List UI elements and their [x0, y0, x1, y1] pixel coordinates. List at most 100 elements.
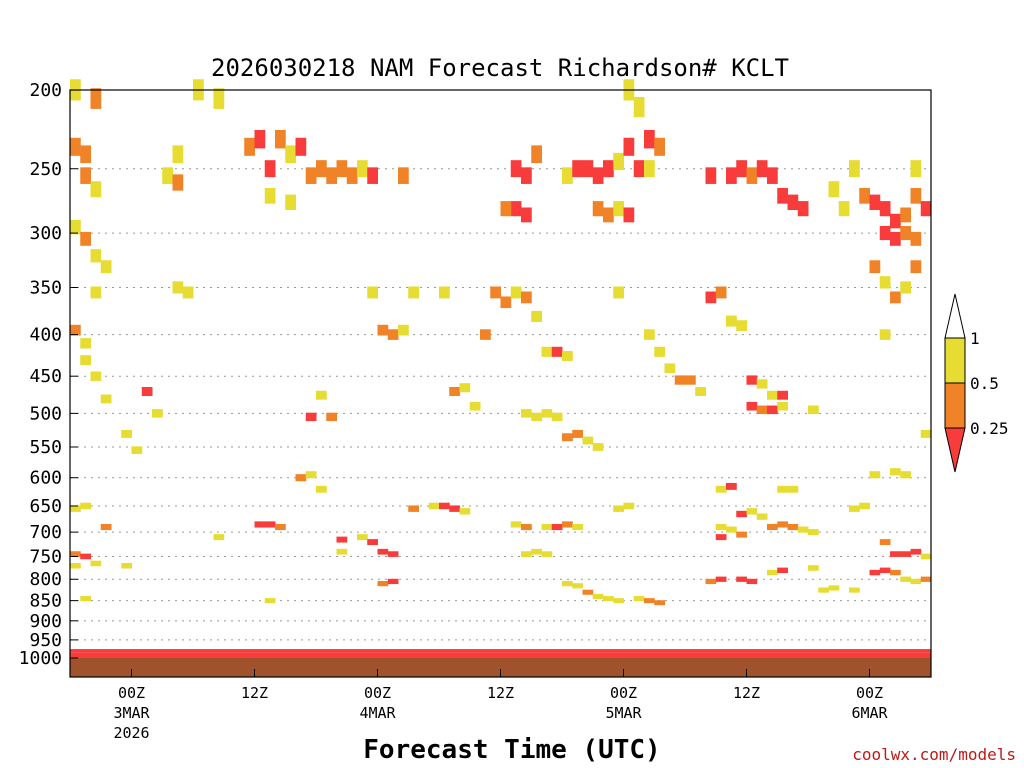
ri-cell: [336, 536, 348, 543]
ri-cell: [613, 152, 624, 171]
ri-cell: [910, 187, 922, 204]
x-tick-label: 00Z: [364, 684, 391, 702]
ri-cell: [890, 291, 901, 304]
ri-cell: [767, 167, 778, 184]
ri-cell: [90, 286, 102, 299]
ri-cell: [264, 187, 276, 204]
ri-cell: [367, 167, 378, 184]
surface-band: [70, 658, 931, 677]
x-axis: 00Z 3MAR 2026 12Z 00Z 4MAR 12Z 00Z 5MAR 12Z 00Z 6MA…: [113, 669, 889, 742]
ri-cell: [592, 167, 604, 184]
ri-cell: [869, 194, 881, 211]
ri-cell: [613, 505, 624, 512]
ri-cell: [726, 482, 737, 490]
ri-cell: [654, 346, 665, 357]
ri-cell: [910, 231, 922, 246]
ri-cell: [879, 539, 891, 545]
y-tick-label: 600: [29, 468, 62, 489]
ri-cell: [746, 167, 758, 184]
ri-cell: [900, 551, 911, 557]
x-tick-date: 6MAR: [851, 704, 888, 722]
ri-cell: [900, 281, 911, 294]
ri-cell: [777, 390, 788, 400]
ri-cell: [920, 553, 932, 560]
x-tick-date: 5MAR: [605, 704, 642, 722]
ri-cell: [408, 505, 419, 512]
ri-cell: [705, 291, 717, 304]
ri-cell: [80, 145, 91, 164]
ri-cell: [756, 160, 768, 178]
ri-cell: [582, 436, 594, 445]
ri-cell: [80, 502, 91, 510]
ri-cell: [623, 207, 635, 223]
plot-frame: [69, 89, 932, 678]
ri-cell: [736, 320, 747, 332]
credit-text[interactable]: coolwx.com/models: [852, 745, 1016, 764]
ri-cell: [562, 581, 573, 587]
ri-cell: [879, 329, 891, 340]
ri-cell: [100, 394, 112, 404]
ri-cell: [428, 502, 440, 510]
x-tick-label: 12Z: [733, 684, 760, 702]
ri-cell: [90, 181, 102, 198]
ri-cell: [357, 534, 368, 541]
y-tick-label: 650: [29, 496, 62, 517]
ri-cell: [264, 521, 276, 528]
ri-cell: [736, 510, 747, 518]
ri-cell: [387, 551, 399, 557]
ri-cell: [910, 160, 922, 178]
x-tick-label: 00Z: [610, 684, 637, 702]
ri-cell: [644, 329, 655, 340]
grid-lines: [70, 168, 931, 641]
y-tick-label: 500: [29, 403, 62, 424]
ri-cell: [295, 137, 307, 156]
ri-cell: [644, 598, 655, 604]
ri-cell: [633, 160, 645, 178]
chart-title: 2026030218 NAM Forecast Richardson# KCLT: [211, 54, 789, 82]
ri-cell: [398, 324, 409, 336]
ri-cell: [572, 583, 583, 589]
ri-cell: [562, 433, 573, 442]
ri-cell: [531, 412, 542, 422]
ri-cell: [305, 167, 317, 184]
ri-cell: [80, 553, 91, 560]
colorbar-label: 0.25: [970, 419, 1009, 438]
ri-cell: [152, 409, 163, 418]
ri-cell: [326, 167, 337, 184]
ri-cell: [285, 194, 296, 211]
ri-cell: [336, 160, 348, 178]
ri-cell: [644, 160, 655, 178]
ri-cell: [920, 576, 932, 582]
y-tick-label: 700: [29, 522, 62, 543]
ri-cell: [613, 201, 624, 217]
ri-cell: [890, 468, 901, 476]
ri-cell: [316, 485, 327, 493]
ri-cell: [849, 505, 860, 512]
ri-cell: [551, 412, 563, 422]
ri-cell: [756, 379, 768, 389]
ri-cell: [715, 576, 727, 582]
ri-cell: [879, 201, 891, 217]
ri-cell: [715, 523, 727, 531]
ri-cell: [377, 548, 389, 555]
ri-cell: [90, 560, 102, 567]
ri-cell: [787, 194, 799, 211]
ri-cell: [439, 286, 450, 299]
ri-cell: [777, 521, 788, 528]
colorbar-red-arrow: [944, 427, 966, 473]
ri-cell: [70, 551, 81, 557]
ri-cell: [500, 201, 512, 217]
ri-cell: [746, 578, 758, 585]
ri-cell: [767, 523, 778, 531]
ri-cell: [890, 569, 901, 576]
ri-cell: [305, 471, 317, 479]
ri-cell: [695, 387, 706, 397]
ri-cell: [459, 383, 471, 393]
ri-cell: [910, 260, 922, 274]
ri-cell: [910, 548, 922, 555]
x-tick-label: 00Z: [118, 684, 145, 702]
ri-cell: [797, 201, 809, 217]
ri-cell: [808, 565, 819, 571]
colorbar: 1 0.5 0.25: [944, 293, 1009, 473]
ri-cell: [746, 508, 758, 515]
